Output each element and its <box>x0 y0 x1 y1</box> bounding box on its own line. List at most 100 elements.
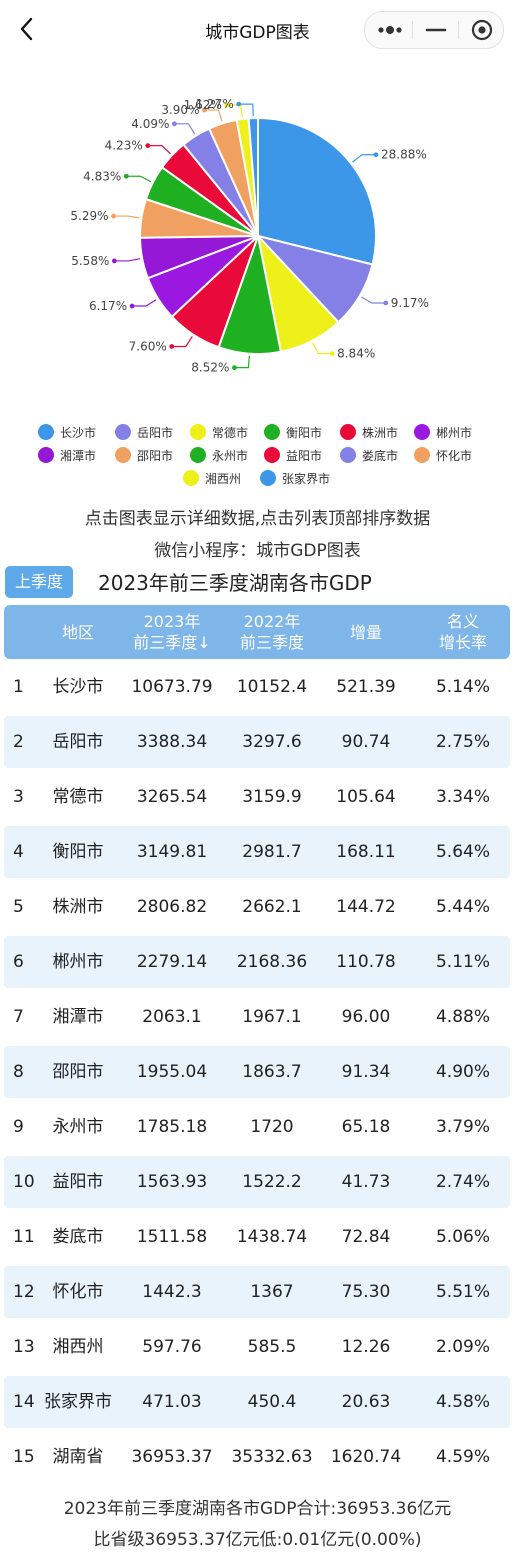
table-row[interactable]: 13 湘西州 597.76 585.5 12.26 2.09% <box>4 1321 510 1373</box>
pie-percent-label: 4.83% <box>83 169 121 183</box>
header-increase[interactable]: 增量 <box>349 622 382 642</box>
table-row[interactable]: 14 张家界市 471.03 450.4 20.63 4.58% <box>4 1376 510 1428</box>
table-row[interactable]: 15 湖南省 36953.37 35332.63 1620.74 4.59% <box>4 1431 510 1483</box>
pie-slice[interactable] <box>257 116 377 266</box>
pie-label-line <box>174 123 196 135</box>
mini-program-text: 微信小程序：城市GDP图表 <box>154 541 361 561</box>
pie-label-dot <box>383 300 389 306</box>
header-region[interactable]: 地区 <box>61 622 94 642</box>
legend-item[interactable]: 永州市 <box>190 445 248 465</box>
cell-2023: 471.03 <box>142 1392 202 1412</box>
cell-growth-rate: 5.06% <box>435 1227 490 1247</box>
legend-item[interactable]: 衡阳市 <box>264 422 322 442</box>
cell-2023: 1442.3 <box>142 1282 202 1302</box>
cell-2023: 1511.58 <box>136 1227 208 1247</box>
header-growth-rate[interactable]: 名义 增长率 <box>438 612 487 652</box>
legend-label: 永州市 <box>212 448 249 463</box>
legend-item[interactable]: 怀化市 <box>414 445 472 465</box>
cell-increase: 1620.74 <box>330 1447 402 1467</box>
close-button[interactable] <box>459 12 505 48</box>
gdp-pie-chart[interactable]: 28.88% 9.17% 8.84% 8.52% 7.60% 6.17% 5.58% 5.29… <box>0 58 515 408</box>
pie-label-dot <box>202 107 207 113</box>
table-row[interactable]: 1 长沙市 10673.79 10152.4 521.39 5.14% <box>4 661 510 713</box>
chart-legend: 长沙市 岳阳市 常德市 衡阳市 株洲市 郴州市湘潭市 邵阳市 永州市 益阳市 娄底市 怀化市湘西州 张… <box>20 414 500 488</box>
cell-2022: 1367 <box>250 1282 294 1302</box>
legend-color-dot <box>183 470 199 486</box>
cell-increase: 41.73 <box>341 1172 391 1192</box>
table-row[interactable]: 8 邵阳市 1955.04 1863.7 91.34 4.90% <box>4 1046 510 1098</box>
pie-label-line <box>352 154 377 163</box>
legend-item[interactable]: 益阳市 <box>264 445 322 465</box>
table-row[interactable]: 2 岳阳市 3388.34 3297.6 90.74 2.75% <box>4 716 510 768</box>
page-title: 城市GDP图表 <box>205 23 310 43</box>
cell-2023: 36953.37 <box>131 1447 213 1467</box>
header-2022[interactable]: 2022年 前三季度 <box>239 612 304 652</box>
cell-growth-rate: 2.09% <box>435 1337 490 1357</box>
legend-item[interactable]: 岳阳市 <box>115 422 173 442</box>
pie-percent-label: 9.17% <box>391 296 429 310</box>
minimize-icon <box>425 28 447 32</box>
cell-2022: 1967.1 <box>242 1007 302 1027</box>
pie-label-line <box>126 175 152 183</box>
cell-rank: 3 <box>13 787 24 807</box>
table-title: 2023年前三季度湖南各市GDP <box>98 571 372 595</box>
table-row[interactable]: 3 常德市 3265.54 3159.9 105.64 3.34% <box>4 771 510 823</box>
cell-rank: 5 <box>13 897 24 917</box>
pie-percent-label: 3.90% <box>161 103 199 117</box>
cell-rank: 2 <box>13 732 24 752</box>
pie-label-line <box>238 103 254 117</box>
cell-increase: 91.34 <box>341 1062 391 1082</box>
legend-item[interactable]: 郴州市 <box>414 422 472 442</box>
cell-2022: 2662.1 <box>242 897 302 917</box>
table-row[interactable]: 11 娄底市 1511.58 1438.74 72.84 5.06% <box>4 1211 510 1263</box>
legend-color-dot <box>260 470 276 486</box>
legend-item[interactable]: 湘潭市 <box>38 445 96 465</box>
pie-label-line <box>234 355 250 369</box>
legend-label: 湘潭市 <box>60 448 97 463</box>
cell-growth-rate: 2.75% <box>435 732 490 752</box>
cell-increase: 12.26 <box>341 1337 391 1357</box>
cell-growth-rate: 5.44% <box>435 897 490 917</box>
table-row[interactable]: 7 湘潭市 2063.1 1967.1 96.00 4.88% <box>4 991 510 1043</box>
back-button[interactable] <box>14 14 40 44</box>
legend-label: 益阳市 <box>286 448 323 463</box>
cell-2023: 10673.79 <box>131 677 213 697</box>
cell-2023: 3265.54 <box>136 787 208 807</box>
pie-percent-label: 6.17% <box>89 299 127 313</box>
previous-quarter-button[interactable]: 上季度 <box>5 566 73 598</box>
legend-label: 邵阳市 <box>137 448 174 463</box>
legend-item[interactable]: 邵阳市 <box>115 445 173 465</box>
table-row[interactable]: 10 益阳市 1563.93 1522.2 41.73 2.74% <box>4 1156 510 1208</box>
minimize-button[interactable] <box>413 12 459 48</box>
table-row[interactable]: 9 永州市 1785.18 1720 65.18 3.79% <box>4 1101 510 1153</box>
more-button[interactable] <box>367 12 413 48</box>
cell-growth-rate: 2.74% <box>435 1172 490 1192</box>
table-row[interactable]: 12 怀化市 1442.3 1367 75.30 5.51% <box>4 1266 510 1318</box>
cell-growth-rate: 4.58% <box>435 1392 490 1412</box>
pie-percent-label: 28.88% <box>381 148 427 162</box>
cell-2022: 1720 <box>250 1117 294 1137</box>
legend-item[interactable]: 株洲市 <box>340 422 398 442</box>
close-circle-icon <box>471 19 493 41</box>
cell-growth-rate: 3.34% <box>435 787 490 807</box>
pie-slice[interactable] <box>247 116 259 237</box>
table-row[interactable]: 4 衡阳市 3149.81 2981.7 168.11 5.64% <box>4 826 510 878</box>
pie-svg[interactable]: 28.88% 9.17% 8.84% 8.52% 7.60% 6.17% 5.58% 5.29… <box>0 58 515 408</box>
cell-rank: 15 <box>13 1447 35 1467</box>
table-row[interactable]: 6 郴州市 2279.14 2168.36 110.78 5.11% <box>4 936 510 988</box>
table-row[interactable]: 5 株洲市 2806.82 2662.1 144.72 5.44% <box>4 881 510 933</box>
cell-growth-rate: 3.79% <box>435 1117 490 1137</box>
pie-label-line <box>361 296 386 304</box>
legend-item[interactable]: 张家界市 <box>260 468 330 488</box>
header-2023[interactable]: 2023年 前三季度↓ <box>133 612 211 652</box>
hint-text: 点击图表显示详细数据,点击列表顶部排序数据 <box>84 509 431 529</box>
capsule-divider <box>412 21 413 39</box>
legend-item[interactable]: 常德市 <box>190 422 248 442</box>
legend-item[interactable]: 娄底市 <box>340 445 398 465</box>
cell-growth-rate: 4.59% <box>435 1447 490 1467</box>
legend-item[interactable]: 湘西州 <box>183 468 241 488</box>
table-header: 地区 2023年 前三季度↓ 2022年 前三季度 增量 名义 增长率 <box>4 605 510 659</box>
legend-item[interactable]: 长沙市 <box>38 422 96 442</box>
footer-total: 2023年前三季度湖南各市GDP合计:36953.36亿元 <box>63 1499 452 1519</box>
legend-label: 郴州市 <box>436 425 473 440</box>
